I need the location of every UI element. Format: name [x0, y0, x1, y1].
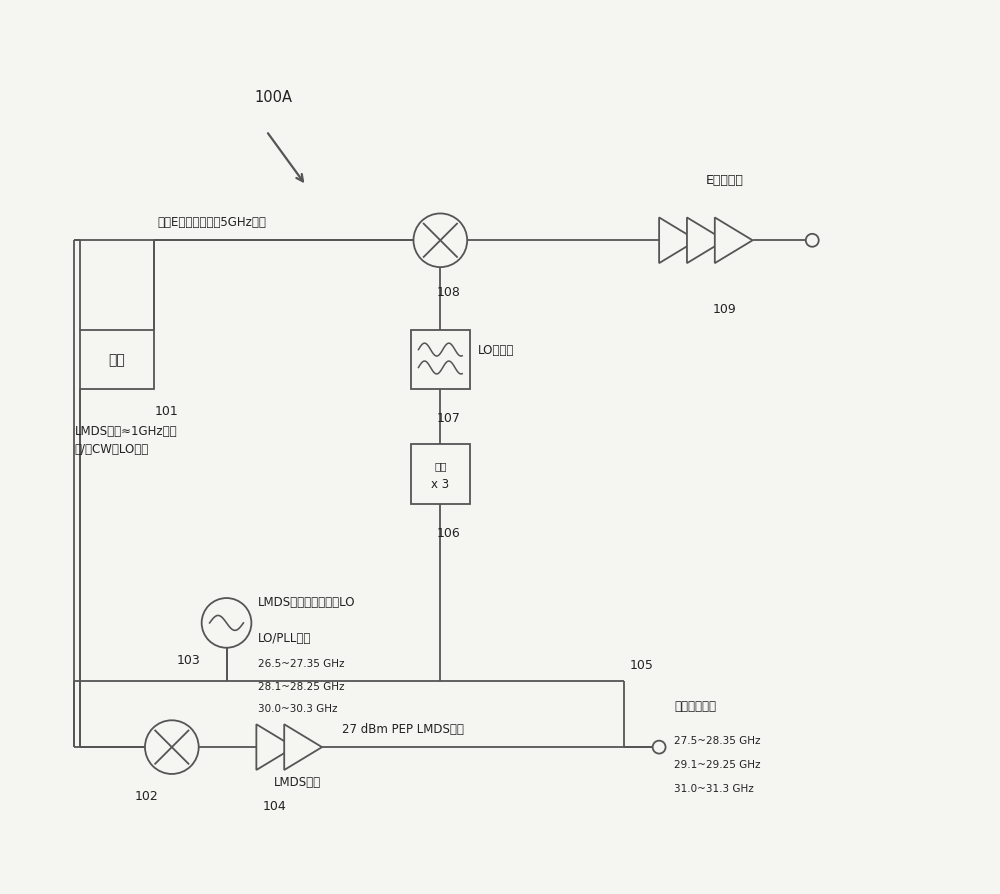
Text: 103: 103 — [177, 653, 201, 666]
Text: LO/PLL范围: LO/PLL范围 — [258, 631, 312, 645]
Circle shape — [653, 741, 666, 754]
Text: 调制后的频谱: 调制后的频谱 — [674, 700, 716, 713]
Text: 104: 104 — [262, 799, 286, 812]
Text: 无源: 无源 — [434, 460, 447, 470]
Circle shape — [413, 215, 467, 268]
Text: x 3: x 3 — [431, 477, 449, 491]
Text: 101: 101 — [155, 405, 179, 417]
Text: 26.5~27.35 GHz: 26.5~27.35 GHz — [258, 658, 345, 668]
Text: 107: 107 — [436, 412, 460, 425]
Polygon shape — [659, 218, 697, 264]
Text: 29.1~29.25 GHz: 29.1~29.25 GHz — [674, 759, 761, 769]
Text: 102: 102 — [135, 789, 159, 802]
Bar — [411, 444, 470, 504]
Text: 27.5~28.35 GHz: 27.5~28.35 GHz — [674, 736, 761, 746]
Polygon shape — [687, 218, 725, 264]
Text: 基带: 基带 — [109, 353, 126, 367]
Circle shape — [806, 234, 819, 248]
Text: LMDS阵列直接转换的LO: LMDS阵列直接转换的LO — [258, 595, 356, 608]
Text: 100A: 100A — [254, 90, 292, 105]
Text: LMDS基带≈1GHz带宽
和/或CW或LO生成: LMDS基带≈1GHz带宽 和/或CW或LO生成 — [74, 425, 177, 456]
Text: 28.1~28.25 GHz: 28.1~28.25 GHz — [258, 680, 345, 691]
Text: 宽带E频带基带信号5GHz带宽: 宽带E频带基带信号5GHz带宽 — [157, 216, 266, 229]
Text: LMDS功放: LMDS功放 — [274, 775, 321, 789]
Text: E频带功放: E频带功放 — [706, 173, 744, 187]
Text: 106: 106 — [436, 526, 460, 539]
Text: 105: 105 — [629, 658, 653, 670]
Bar — [411, 331, 470, 390]
Text: LO滤波器: LO滤波器 — [478, 343, 514, 357]
Text: 31.0~31.3 GHz: 31.0~31.3 GHz — [674, 783, 754, 793]
Bar — [80, 331, 154, 390]
Circle shape — [145, 721, 199, 774]
Text: 108: 108 — [436, 286, 460, 299]
Polygon shape — [284, 724, 322, 770]
Text: 109: 109 — [713, 302, 737, 316]
Polygon shape — [256, 724, 294, 770]
Polygon shape — [715, 218, 753, 264]
Text: 30.0~30.3 GHz: 30.0~30.3 GHz — [258, 704, 338, 713]
Circle shape — [202, 598, 251, 648]
Text: 27 dBm PEP LMDS功放: 27 dBm PEP LMDS功放 — [342, 722, 464, 736]
